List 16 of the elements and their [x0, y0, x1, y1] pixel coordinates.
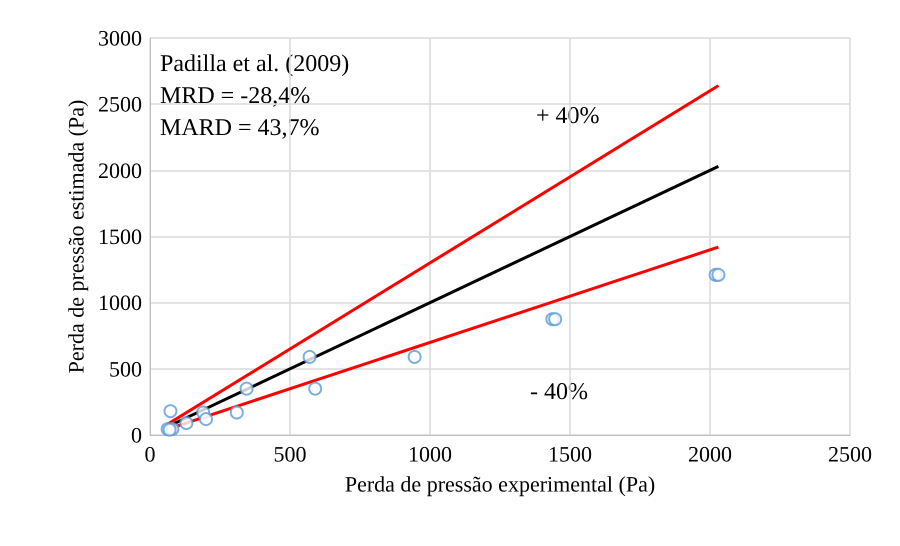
annotation: Padilla et al. (2009) MRD = -28,4% MARD = 43,7%: [160, 51, 350, 141]
y-tick-label: 2500: [98, 92, 142, 117]
x-tick-label: 1000: [408, 442, 452, 466]
y-tick-label: 500: [109, 356, 142, 382]
y-tick-label: 1000: [98, 290, 142, 316]
y-tick-label: 0: [131, 422, 142, 448]
annotation: - 40%: [530, 379, 588, 405]
x-axis-title: Perda de pressão experimental (Pa): [344, 472, 656, 496]
y-tick-label: 3000: [98, 26, 142, 50]
x-tick-label: 1500: [548, 442, 592, 466]
x-tick-label: 2000: [688, 442, 732, 466]
x-tick-label: 2500: [828, 442, 872, 466]
y-tick-label: 2000: [98, 158, 142, 183]
y-tick-label: 1500: [98, 224, 142, 249]
x-tick-label: 500: [274, 442, 306, 466]
y-axis-title: Perda de pressão estimada (Pa): [64, 100, 89, 374]
